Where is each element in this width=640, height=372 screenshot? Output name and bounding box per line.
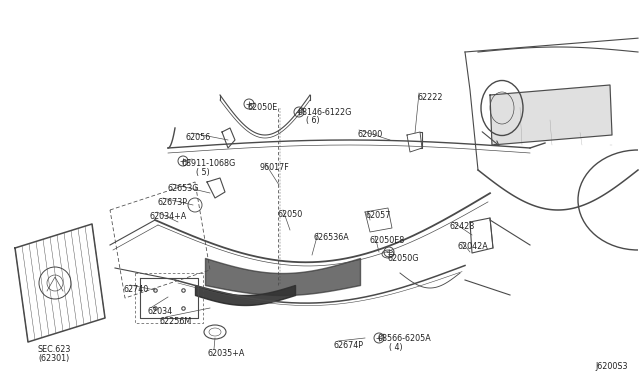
Text: 62674P: 62674P [334,341,364,350]
Text: 62653G: 62653G [167,184,198,193]
Text: ( 6): ( 6) [306,116,319,125]
Text: 62034+A: 62034+A [150,212,188,221]
Text: 62050E8: 62050E8 [370,236,405,245]
Text: ( 4): ( 4) [389,343,403,352]
Text: ( 5): ( 5) [196,168,210,177]
Text: 62034: 62034 [147,307,172,316]
Text: 62050G: 62050G [388,254,419,263]
Polygon shape [490,85,612,145]
Text: 96017F: 96017F [259,163,289,172]
Text: 62428: 62428 [450,222,476,231]
Text: 08146-6122G: 08146-6122G [298,108,353,117]
Text: 62222: 62222 [418,93,444,102]
Text: SEC.623: SEC.623 [38,345,72,354]
Text: 62042A: 62042A [458,242,489,251]
Text: 62057: 62057 [365,211,390,220]
Text: 62090: 62090 [358,130,383,139]
Text: 62050E: 62050E [248,103,278,112]
Text: 62056: 62056 [185,133,211,142]
Text: 62035+A: 62035+A [208,349,245,358]
Text: 08566-6205A: 08566-6205A [378,334,432,343]
Text: 626536A: 626536A [313,233,349,242]
Text: J6200S3: J6200S3 [595,362,627,371]
Text: 62740: 62740 [124,285,149,294]
Text: 62673P: 62673P [158,198,188,207]
Text: 62256M: 62256M [160,317,192,326]
Text: (62301): (62301) [38,354,69,363]
Text: 62050: 62050 [278,210,303,219]
Text: 08911-1068G: 08911-1068G [181,159,236,168]
